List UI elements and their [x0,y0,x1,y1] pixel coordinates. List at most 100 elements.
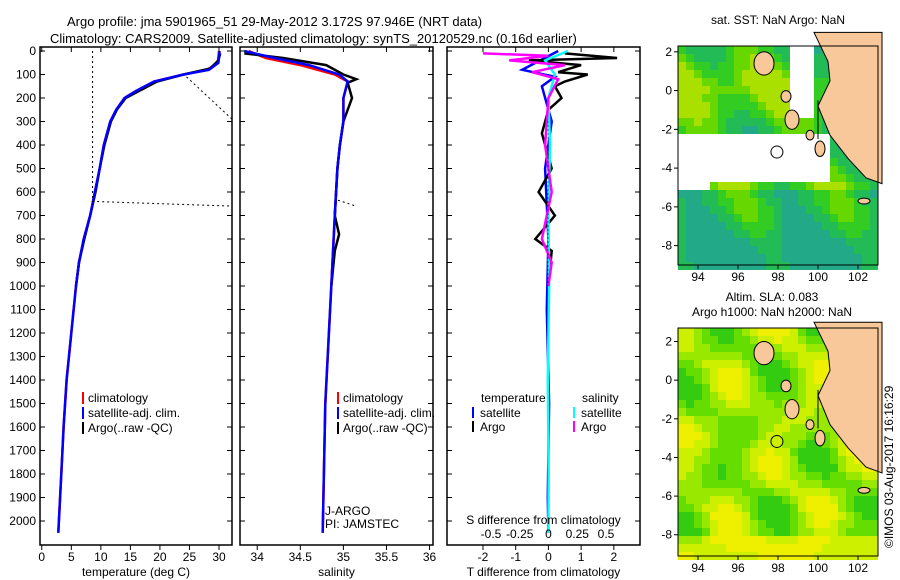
map-cell [686,238,694,246]
map-cell [750,198,758,206]
map-cell [750,472,758,480]
map-cell [718,206,726,214]
map-cell [774,504,782,512]
map-cell [742,54,750,62]
map-cell [694,174,702,182]
y-tick-label: 400 [16,138,36,152]
map-cell [734,328,742,336]
map-cell [694,206,702,214]
map-cell [678,70,686,78]
map-cell [686,230,694,238]
legend-label: satellite [581,406,622,420]
map-cell [710,166,718,174]
map-cell [758,86,766,94]
map-cell [702,344,710,352]
map-cell [758,504,766,512]
map-cell [750,134,758,142]
map-cell [758,536,766,544]
map-cell [750,360,758,368]
map-cell [822,182,830,190]
map-cell [814,512,822,520]
map-cell [846,536,854,544]
y-tick-label: 1000 [9,279,36,293]
map-cell [718,400,726,408]
map-cell [766,544,774,552]
map-cell [790,472,798,480]
map-cell [710,110,718,118]
map-cell [822,416,830,424]
map-cell [782,230,790,238]
map-cell [870,512,878,520]
map-cell [702,54,710,62]
map-cell [734,134,742,142]
map-cell [750,424,758,432]
map-cell [822,206,830,214]
map-cell [726,360,734,368]
island [814,140,826,157]
map-cell [678,190,686,198]
map-cell [846,528,854,536]
map-cell [782,214,790,222]
map-cell [726,46,734,54]
map-cell [726,150,734,158]
map-cell [838,448,846,456]
map-cell [798,392,806,400]
map-cell [702,464,710,472]
map-cell [686,70,694,78]
map-cell [782,86,790,94]
map-cell [718,536,726,544]
map-cell [702,62,710,70]
map-cell [790,158,798,166]
map-cell [694,368,702,376]
map-cell [758,166,766,174]
map-cell [694,488,702,496]
map-cell [862,496,870,504]
map-cell [734,416,742,424]
x-axis-label: T difference from climatology [467,565,621,579]
map-cell [734,456,742,464]
map-cell [710,440,718,448]
map-cell [798,182,806,190]
map-cell [694,376,702,384]
map-cell [750,262,758,270]
map-cell [742,368,750,376]
map-cell [750,536,758,544]
map-cell [734,238,742,246]
map-cell [798,110,806,118]
map-cell [750,54,758,62]
map-cell [734,46,742,54]
map-cell [782,512,790,520]
y-tick-label: 200 [16,91,36,105]
map-cell [702,238,710,246]
map-cell [694,344,702,352]
map-cell [822,198,830,206]
map-cell [702,246,710,254]
map-cell [750,368,758,376]
map-cell [718,118,726,126]
map-cell [822,150,830,158]
map-cell [750,126,758,134]
map-cell [854,544,862,552]
map-cell [750,432,758,440]
x-tick-label: -1 [510,550,521,564]
map-cell [838,190,846,198]
map-cell [702,142,710,150]
map-cell [678,118,686,126]
map-cell [790,70,798,78]
map-cell [710,544,718,552]
map-cell [822,472,830,480]
map-cell [686,456,694,464]
map-cell [710,182,718,190]
map-cell [718,86,726,94]
map-cell [830,536,838,544]
map-cell [686,118,694,126]
map-cell [702,126,710,134]
map-cell [686,206,694,214]
map-cell [846,174,854,182]
map-cell [694,254,702,262]
map-cell [774,126,782,134]
x-tick-label: 20 [153,550,167,564]
map-cell [822,488,830,496]
map-cell [806,344,814,352]
map-cell [790,198,798,206]
